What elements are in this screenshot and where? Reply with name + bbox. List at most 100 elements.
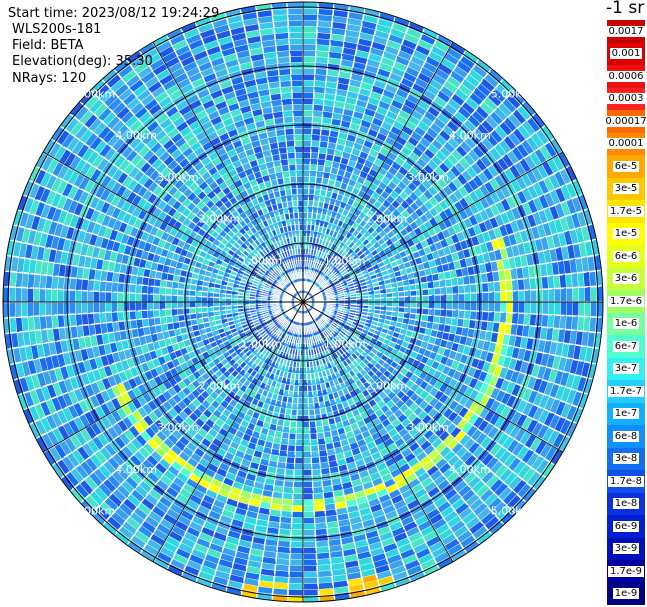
range-gate-cell (496, 259, 504, 271)
range-gate-cell (342, 542, 356, 551)
range-gate-cell (318, 319, 323, 325)
range-gate-cell (334, 180, 342, 188)
range-gate-cell (23, 181, 34, 197)
range-gate-cell (11, 257, 19, 272)
range-gate-cell (553, 315, 561, 328)
range-gate-cell (522, 121, 535, 136)
range-gate-cell (341, 282, 348, 287)
range-gate-cell (381, 473, 393, 483)
range-gate-cell (126, 236, 135, 247)
range-gate-cell (75, 484, 89, 499)
range-gate-cell (245, 428, 254, 436)
range-gate-cell (571, 374, 581, 390)
range-gate-cell (321, 208, 328, 215)
range-gate-cell (452, 177, 463, 189)
range-gate-cell (355, 224, 363, 232)
range-gate-cell (354, 55, 368, 65)
range-gate-cell (189, 296, 196, 302)
range-gate-cell (133, 218, 143, 229)
range-gate-cell (219, 302, 226, 307)
range-gate-cell (487, 281, 495, 292)
range-gate-cell (366, 344, 374, 351)
range-gate-cell (124, 224, 133, 236)
range-gate-cell (220, 347, 228, 355)
range-gate-cell (384, 185, 393, 195)
range-gate-cell (303, 86, 314, 93)
range-gate-cell (378, 181, 387, 191)
range-gate-cell (414, 104, 427, 116)
range-gate-cell (566, 302, 573, 316)
range-gate-cell (98, 345, 106, 357)
range-gate-cell (336, 138, 346, 146)
range-gate-cell (355, 379, 363, 387)
range-gate-cell (476, 233, 485, 244)
range-gate-cell (579, 346, 587, 361)
range-gate-cell (87, 313, 95, 325)
range-gate-cell (269, 515, 281, 523)
range-gate-cell (318, 271, 323, 277)
range-gate-cell (219, 413, 228, 423)
range-gate-cell (169, 227, 179, 237)
range-gate-cell (434, 337, 442, 346)
range-gate-cell (221, 358, 229, 366)
range-gate-cell (51, 315, 59, 329)
range-gate-cell (123, 245, 132, 256)
range-gate-cell (373, 158, 384, 167)
range-gate-cell (271, 497, 283, 505)
range-gate-cell (415, 142, 427, 153)
range-gate-cell (409, 313, 416, 320)
range-gate-cell (100, 323, 108, 334)
range-gate-cell (360, 119, 371, 129)
range-gate-cell (292, 403, 298, 410)
range-gate-cell (196, 313, 203, 319)
range-gate-cell (232, 435, 242, 445)
range-gate-cell (329, 324, 336, 330)
range-gate-cell (167, 387, 177, 397)
range-gate-cell (459, 239, 468, 250)
range-gate-cell (148, 215, 158, 226)
range-gate-cell (480, 488, 494, 502)
range-gate-cell (433, 315, 440, 324)
range-gate-cell (9, 272, 17, 287)
range-gate-cell (490, 332, 499, 343)
range-gate-cell (331, 258, 337, 265)
range-gate-cell (398, 291, 405, 297)
range-gate-cell (133, 337, 141, 347)
range-gate-cell (30, 245, 39, 260)
range-gate-cell (130, 367, 139, 378)
range-gate-cell (101, 260, 110, 272)
range-gate-cell (536, 458, 550, 474)
range-gate-cell (420, 440, 432, 451)
range-gate-cell (341, 328, 348, 334)
range-gate-cell (276, 356, 282, 364)
range-gate-cell (274, 319, 280, 325)
range-gate-cell (189, 308, 196, 314)
range-gate-cell (235, 348, 243, 355)
range-gate-cell (237, 269, 245, 276)
range-gate-cell (530, 302, 537, 314)
range-gate-cell (213, 288, 220, 294)
range-gate-cell (368, 305, 375, 310)
range-gate-cell (127, 540, 143, 554)
range-gate-cell (499, 121, 512, 136)
range-gate-cell (477, 466, 490, 480)
range-gate-cell (455, 128, 468, 141)
range-gate-cell (504, 471, 518, 486)
range-gate-cell (280, 317, 286, 322)
range-gate-cell (436, 264, 444, 273)
range-gate-cell (524, 434, 537, 448)
range-gate-cell (489, 111, 503, 125)
range-gate-cell (311, 342, 316, 349)
range-gate-cell (434, 287, 441, 295)
range-gate-cell (342, 108, 354, 117)
range-gate-cell (236, 273, 243, 279)
range-gate-cell (45, 175, 57, 190)
range-gate-cell (363, 481, 374, 490)
range-gate-cell (317, 564, 332, 572)
range-gate-cell (404, 290, 411, 297)
range-gate-cell (543, 176, 555, 192)
range-gate-cell (333, 320, 339, 325)
range-gate-cell (64, 327, 72, 340)
range-gate-cell (178, 341, 186, 350)
range-gate-cell (94, 236, 104, 248)
